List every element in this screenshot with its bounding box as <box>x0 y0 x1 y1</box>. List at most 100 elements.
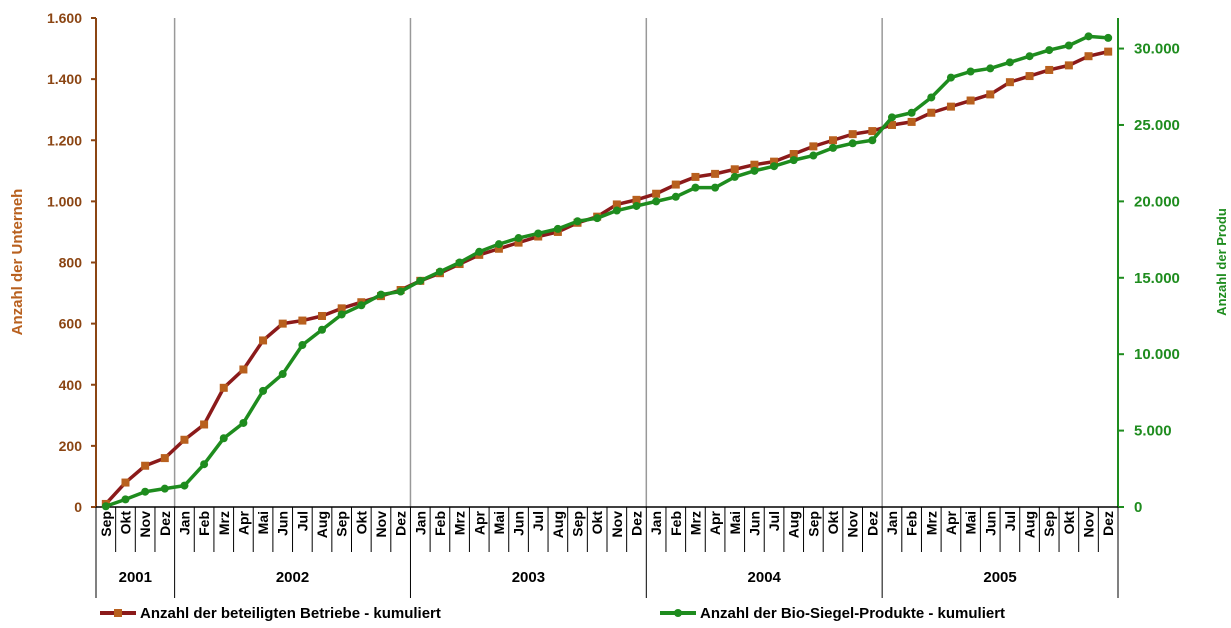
data-point <box>514 234 523 243</box>
data-point <box>770 157 779 166</box>
x-tick-label: Dez <box>1100 511 1116 536</box>
legend-label: Anzahl der Bio-Siegel-Produkte - kumulie… <box>700 605 1005 622</box>
x-tick-label: Feb <box>668 511 684 536</box>
data-point <box>711 169 720 178</box>
x-tick-label: Dez <box>864 511 880 536</box>
y-right-tick-label: 0 <box>1134 499 1142 516</box>
x-tick-label: Mai <box>255 511 271 534</box>
data-point <box>259 336 268 345</box>
data-point <box>711 183 720 192</box>
data-point <box>809 142 818 151</box>
series-line <box>105 34 1109 508</box>
data-point <box>141 461 150 470</box>
x-tick-label: Sep <box>1041 511 1057 537</box>
x-tick-label: Mai <box>727 511 743 534</box>
data-point <box>278 370 287 379</box>
data-point <box>180 435 189 444</box>
x-tick-label: Nov <box>1081 511 1097 538</box>
legend-label: Anzahl der beteiligten Betriebe - kumuli… <box>140 605 441 622</box>
data-point <box>1025 72 1034 81</box>
data-point <box>966 96 975 105</box>
x-tick-label: Okt <box>589 511 605 535</box>
data-point <box>494 244 503 253</box>
x-tick-label: Jun <box>511 511 527 536</box>
x-tick-label: Aug <box>786 511 802 538</box>
data-point <box>1005 58 1014 67</box>
data-point <box>887 113 896 122</box>
data-point <box>121 478 130 487</box>
data-point <box>553 224 562 233</box>
x-tick-label: Sep <box>570 511 586 537</box>
data-point <box>121 495 130 504</box>
data-point <box>239 365 248 374</box>
year-label: 2004 <box>748 569 782 586</box>
data-point <box>868 136 877 145</box>
x-axis-labels: Sep Okt Nov Dez Jan Feb Mrz Apr Mai Jun Jul Aug Sep O… <box>95 507 1119 598</box>
data-point <box>219 383 228 392</box>
x-tick-label: Dez <box>628 511 644 536</box>
x-tick-label: Okt <box>825 511 841 535</box>
x-tick-label: Apr <box>943 510 959 535</box>
x-tick-label: Jan <box>412 511 428 535</box>
year-divider-lines <box>173 18 883 507</box>
x-tick-label: Nov <box>137 511 153 538</box>
x-tick-label: Okt <box>117 511 133 535</box>
data-point <box>1025 52 1034 61</box>
data-point <box>671 180 680 189</box>
data-point <box>829 143 838 152</box>
y-left-tick-label: 200 <box>59 438 83 454</box>
x-tick-label: Jul <box>766 511 782 531</box>
x-tick-label: Aug <box>1022 511 1038 538</box>
data-point <box>455 258 464 267</box>
data-point <box>416 276 425 285</box>
data-point <box>278 319 287 328</box>
year-label: 2005 <box>983 569 1016 586</box>
x-tick-label: Mai <box>491 511 507 534</box>
data-point <box>750 166 759 175</box>
data-point <box>494 240 503 249</box>
data-point <box>907 117 916 126</box>
y-left-tick-label: 1.400 <box>47 71 82 87</box>
data-point <box>357 301 366 310</box>
data-point <box>219 434 228 443</box>
x-tick-label: Apr <box>235 510 251 535</box>
data-point <box>927 93 936 102</box>
data-point <box>298 316 307 325</box>
data-point <box>200 420 209 429</box>
data-point <box>396 287 405 296</box>
data-point <box>966 67 975 76</box>
x-tick-label: Sep <box>334 511 350 537</box>
data-point <box>848 130 857 139</box>
data-point <box>435 267 444 276</box>
data-point <box>514 238 523 247</box>
y-axis-left-title: Anzahl der Unterneh <box>9 189 26 336</box>
x-tick-label: Jun <box>275 511 291 536</box>
data-point <box>986 64 995 73</box>
data-point <box>141 487 150 496</box>
x-tick-label: Aug <box>550 511 566 538</box>
data-point <box>593 214 602 223</box>
data-point <box>1005 78 1014 87</box>
data-point <box>298 341 307 350</box>
x-tick-label: Okt <box>353 511 369 535</box>
legend-swatch-marker <box>674 609 682 617</box>
data-point <box>887 120 896 129</box>
x-tick-label: Nov <box>373 511 389 538</box>
data-point <box>1084 52 1093 61</box>
x-tick-label: Jan <box>884 511 900 535</box>
data-point <box>239 418 248 427</box>
x-tick-label: Jul <box>530 511 546 531</box>
y-left-tick-label: 1.000 <box>47 193 82 209</box>
data-point <box>160 484 169 493</box>
year-label: 2003 <box>512 569 545 586</box>
data-point <box>652 197 661 206</box>
y-left-tick-label: 0 <box>74 499 82 515</box>
data-point <box>691 172 700 181</box>
data-point <box>612 206 621 215</box>
data-point <box>612 200 621 209</box>
y-right-tick-label: 5.000 <box>1134 423 1172 440</box>
data-point <box>318 311 327 320</box>
x-tick-label: Feb <box>432 511 448 536</box>
data-point <box>259 386 268 395</box>
